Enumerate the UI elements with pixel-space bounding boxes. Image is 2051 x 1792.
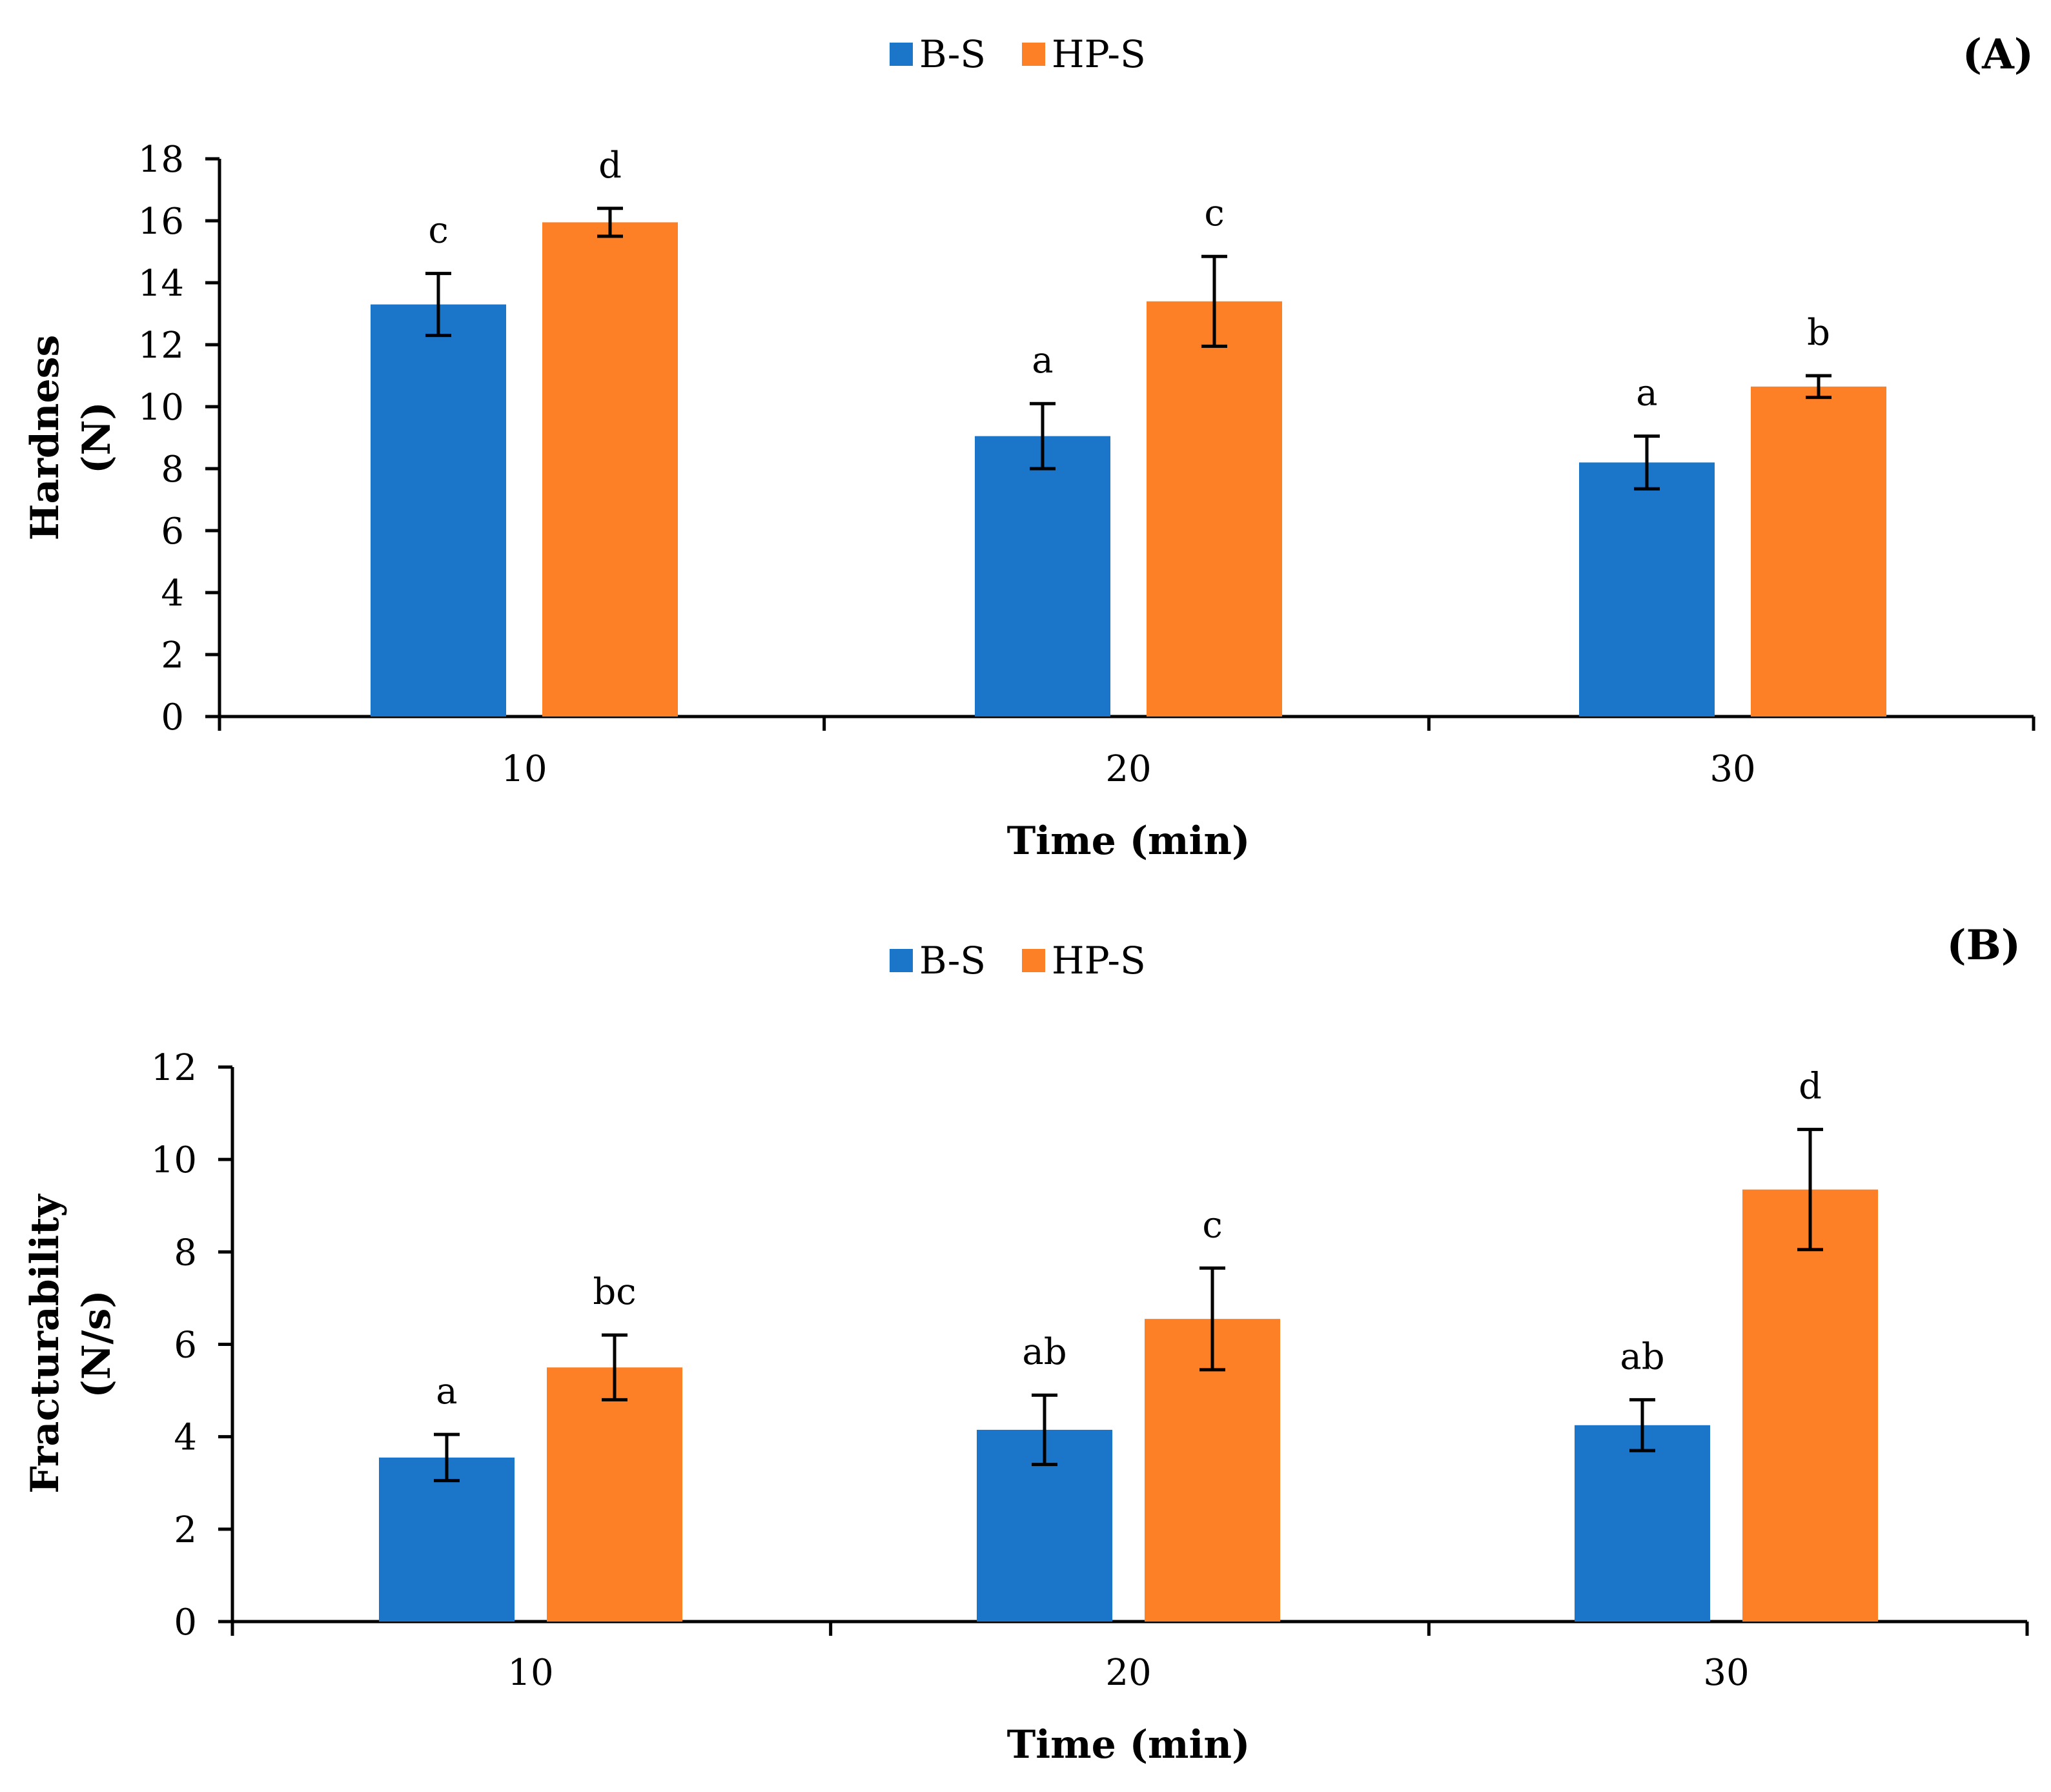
- bar-hp-s-10: [547, 1367, 682, 1622]
- bar-hp-s-30: [1742, 1189, 1878, 1622]
- y-axis-unit: (N/s): [74, 1290, 119, 1398]
- y-tick-label: 12: [151, 1047, 197, 1089]
- significance-letter: ab: [1022, 1331, 1066, 1373]
- significance-letter: c: [1204, 192, 1224, 234]
- bar-b-s-20: [975, 436, 1110, 717]
- legend-label-hp-s: HP-S: [1052, 32, 1146, 76]
- significance-letter: a: [436, 1370, 457, 1412]
- significance-letter: c: [1202, 1204, 1222, 1246]
- y-tick-label: 8: [174, 1232, 197, 1274]
- y-tick-label: 0: [174, 1602, 197, 1644]
- y-axis-title: Fracturability: [23, 1193, 68, 1493]
- legend-label-b-s: B-S: [919, 32, 986, 76]
- y-tick-label: 16: [138, 201, 184, 243]
- legend-label-hp-s: HP-S: [1052, 939, 1146, 983]
- x-tick-label: 10: [507, 1652, 553, 1694]
- bar-b-s-10: [379, 1457, 515, 1622]
- legend-swatch-hp-s: [1022, 949, 1045, 972]
- y-tick-label: 6: [161, 511, 184, 553]
- legend-swatch-b-s: [890, 949, 913, 972]
- y-tick-label: 10: [138, 387, 184, 429]
- y-tick-label: 10: [151, 1139, 197, 1181]
- bar-hp-s-10: [542, 222, 678, 717]
- x-axis-title: Time (min): [1007, 819, 1250, 864]
- significance-letter: d: [598, 145, 622, 187]
- y-tick-label: 8: [161, 449, 184, 491]
- y-axis-title: Hardness: [23, 335, 68, 541]
- bar-b-s-30: [1579, 462, 1715, 717]
- significance-letter: ab: [1620, 1336, 1664, 1378]
- legend-swatch-hp-s: [1022, 43, 1045, 66]
- x-axis-title: Time (min): [1007, 1722, 1250, 1767]
- legend-swatch-b-s: [890, 43, 913, 66]
- significance-letter: b: [1807, 312, 1830, 354]
- y-axis-unit: (N): [74, 402, 119, 474]
- bar-hp-s-20: [1147, 301, 1282, 717]
- bar-b-s-30: [1575, 1425, 1710, 1622]
- x-tick-label: 20: [1105, 748, 1151, 790]
- panel-label: (A): [1963, 30, 2034, 79]
- y-tick-label: 2: [174, 1509, 197, 1551]
- significance-letter: c: [428, 210, 448, 252]
- significance-letter: a: [1032, 340, 1053, 382]
- y-tick-label: 4: [174, 1417, 197, 1459]
- x-tick-label: 10: [501, 748, 547, 790]
- y-tick-label: 0: [161, 697, 184, 738]
- y-tick-label: 14: [138, 263, 184, 305]
- y-tick-label: 2: [161, 635, 184, 677]
- bar-b-s-10: [371, 304, 506, 717]
- panel-label: (B): [1946, 921, 2021, 970]
- significance-letter: a: [1636, 372, 1657, 414]
- y-tick-label: 6: [174, 1325, 197, 1367]
- bar-hp-s-30: [1751, 386, 1886, 717]
- y-tick-label: 18: [138, 139, 184, 181]
- legend-label-b-s: B-S: [919, 939, 986, 983]
- y-tick-label: 4: [161, 573, 184, 615]
- significance-letter: d: [1799, 1066, 1822, 1108]
- x-tick-label: 20: [1105, 1652, 1151, 1694]
- x-tick-label: 30: [1703, 1652, 1749, 1694]
- significance-letter: bc: [593, 1271, 636, 1313]
- x-tick-label: 30: [1709, 748, 1755, 790]
- y-tick-label: 12: [138, 325, 184, 367]
